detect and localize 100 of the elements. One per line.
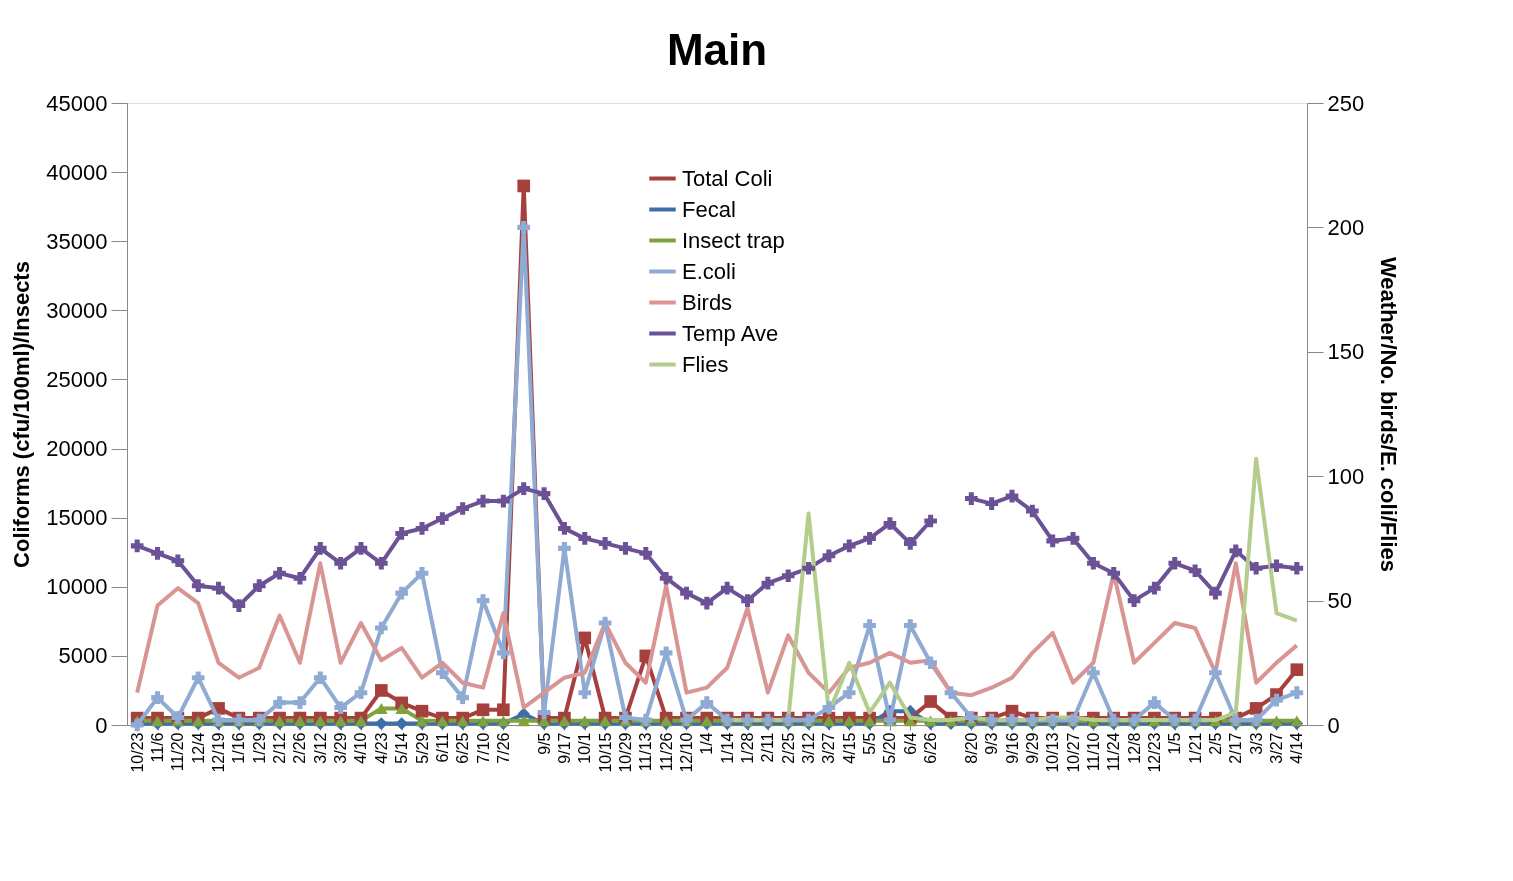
y-tick-label: 15000 xyxy=(46,505,108,531)
point xyxy=(1209,666,1222,680)
x-tick-label: 12/10 xyxy=(677,732,695,773)
point xyxy=(1087,556,1100,570)
x-tick-label: 2/26 xyxy=(291,732,309,764)
point xyxy=(1249,702,1263,715)
x-tick-label: 11/10 xyxy=(1084,732,1102,772)
point xyxy=(497,494,510,508)
point xyxy=(802,561,815,575)
point xyxy=(313,671,327,685)
point xyxy=(903,537,917,550)
point xyxy=(1290,686,1304,699)
point xyxy=(497,646,510,660)
point xyxy=(415,704,429,718)
x-tick-label: 4/10 xyxy=(352,732,370,764)
point xyxy=(720,581,734,595)
point xyxy=(741,594,754,607)
point xyxy=(273,696,286,709)
point xyxy=(517,715,531,727)
x-tick-label: 1/29 xyxy=(250,732,268,764)
point xyxy=(924,695,937,708)
legend-label: Insect trap xyxy=(682,227,785,253)
x-tick-label: 10/29 xyxy=(616,732,634,773)
point xyxy=(1087,666,1100,680)
x-tick-label: 3/29 xyxy=(332,732,350,764)
x-tick-label: 1/21 xyxy=(1186,732,1204,764)
x-tick-label: 2/5 xyxy=(1206,732,1224,755)
point xyxy=(1168,556,1182,570)
x-tick-label: 11/13 xyxy=(637,732,655,772)
point xyxy=(924,514,937,528)
point xyxy=(700,696,714,709)
point xyxy=(374,556,388,570)
point xyxy=(558,542,571,555)
point xyxy=(1249,561,1263,575)
x-tick-label: 10/1 xyxy=(576,732,594,764)
point xyxy=(639,547,653,560)
point xyxy=(395,527,408,540)
point xyxy=(476,594,490,607)
legend-label: Birds xyxy=(682,289,733,315)
y-tick-label: 5000 xyxy=(58,643,108,669)
point xyxy=(456,691,470,704)
point xyxy=(151,691,164,704)
y-tick-label: 35000 xyxy=(46,228,108,254)
point xyxy=(374,684,388,697)
point xyxy=(151,547,164,560)
point xyxy=(944,686,958,699)
point xyxy=(1209,586,1222,600)
x-tick-label: 1/28 xyxy=(739,732,757,764)
x-tick-label: 9/16 xyxy=(1003,732,1021,764)
y-tick-label: 10000 xyxy=(46,574,108,600)
point xyxy=(1188,564,1202,578)
point xyxy=(476,494,490,508)
x-tick-label: 6/25 xyxy=(454,732,472,764)
point xyxy=(1127,594,1141,607)
point xyxy=(517,482,531,495)
legend-label: E.coli xyxy=(682,258,736,284)
point xyxy=(497,703,510,717)
point xyxy=(456,502,470,515)
y-tick-label: 45000 xyxy=(46,90,108,116)
x-tick-label: 4/15 xyxy=(840,732,858,764)
point xyxy=(598,616,612,630)
x-tick-label: 9/17 xyxy=(555,732,573,764)
point xyxy=(232,599,246,612)
x-tick-label: 6/11 xyxy=(433,732,451,763)
point xyxy=(924,656,937,670)
point xyxy=(680,586,693,600)
point xyxy=(293,696,307,709)
x-tick-label: 11/26 xyxy=(657,732,675,772)
y2-tick-label: 250 xyxy=(1327,90,1365,116)
x-tick-label: 1/4 xyxy=(698,732,716,755)
y-tick-label: 0 xyxy=(95,712,108,738)
x-tick-label: 3/3 xyxy=(1247,732,1265,755)
point xyxy=(334,556,347,570)
point xyxy=(476,703,490,717)
point xyxy=(395,586,408,600)
y2-tick-label: 200 xyxy=(1327,214,1365,240)
x-tick-label: 2/11 xyxy=(759,732,777,763)
point xyxy=(781,569,795,583)
point xyxy=(191,579,205,592)
point xyxy=(191,671,205,685)
x-tick-label: 4/14 xyxy=(1288,732,1306,764)
y-tick-label: 30000 xyxy=(46,297,108,323)
point xyxy=(374,621,388,635)
legend-label: Fecal xyxy=(682,196,736,222)
point xyxy=(415,522,429,535)
point xyxy=(374,717,388,730)
x-tick-label: 4/23 xyxy=(372,732,390,764)
point xyxy=(354,542,368,555)
x-tick-label: 6/4 xyxy=(901,732,919,755)
point xyxy=(578,686,592,699)
x-tick-label: 10/27 xyxy=(1064,732,1082,773)
y-tick-label: 40000 xyxy=(46,159,108,185)
point xyxy=(354,686,368,699)
point xyxy=(517,179,531,193)
point xyxy=(863,532,876,545)
point xyxy=(1270,559,1283,573)
point xyxy=(517,221,531,234)
x-tick-label: 2/12 xyxy=(271,732,289,764)
x-tick-label: 12/19 xyxy=(210,732,228,773)
point xyxy=(1026,504,1039,518)
